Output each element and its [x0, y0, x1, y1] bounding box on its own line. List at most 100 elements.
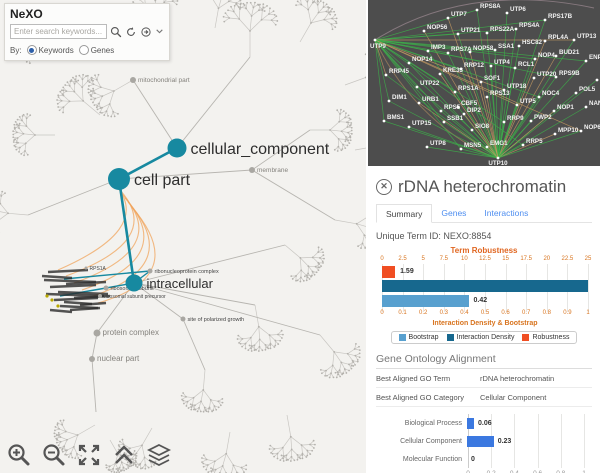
gene-node[interactable]	[407, 61, 411, 65]
gene-node[interactable]	[533, 57, 537, 61]
refresh-icon[interactable]	[125, 26, 137, 38]
close-icon[interactable]: ✕	[376, 179, 392, 195]
gene-node-label: UTP21	[461, 27, 481, 34]
gene-node[interactable]	[532, 76, 536, 80]
gene-node[interactable]	[537, 95, 541, 99]
gene-node[interactable]	[553, 132, 557, 136]
graph-node[interactable]	[93, 329, 101, 337]
zoom-fit-button[interactable]	[76, 442, 102, 468]
gene-node[interactable]	[415, 85, 419, 89]
gene-node[interactable]	[521, 143, 525, 147]
gene-node-label: SSA1	[498, 43, 515, 50]
legend-swatch	[446, 334, 454, 341]
collapse-chevron-icon[interactable]	[155, 27, 164, 36]
gene-node[interactable]	[515, 103, 519, 107]
gene-node[interactable]	[543, 18, 547, 22]
gene-node[interactable]	[554, 54, 558, 58]
radio-keywords[interactable]: Keywords	[26, 45, 74, 55]
gene-node[interactable]	[453, 90, 457, 94]
gene-node[interactable]	[552, 109, 556, 113]
gene-node[interactable]	[572, 38, 576, 42]
zoom-in-button[interactable]	[6, 442, 32, 468]
graph-node[interactable]	[147, 268, 153, 274]
search-input[interactable]	[10, 24, 107, 39]
layers-button[interactable]	[146, 442, 172, 468]
tab-interactions[interactable]: Interactions	[484, 208, 529, 218]
tab-summary[interactable]: Summary	[376, 204, 433, 223]
gene-node[interactable]	[446, 51, 450, 55]
gene-node[interactable]	[574, 91, 578, 95]
gene-node[interactable]	[584, 105, 588, 109]
gene-node-label: ENP1	[589, 54, 600, 61]
gene-node[interactable]	[442, 120, 446, 124]
gene-node[interactable]	[459, 147, 463, 151]
gene-node[interactable]	[470, 128, 474, 132]
graph-node-intracellular[interactable]	[125, 274, 143, 292]
gene-node[interactable]	[502, 88, 506, 92]
gene-node[interactable]	[514, 27, 518, 31]
graph-node[interactable]	[89, 356, 95, 362]
graph-node[interactable]	[249, 167, 255, 173]
gene-node[interactable]	[462, 112, 466, 116]
gene-node[interactable]	[479, 80, 483, 84]
top-axis-tick: 20	[543, 256, 551, 262]
gene-node[interactable]	[595, 78, 599, 82]
gene-node[interactable]	[407, 125, 411, 129]
collapse-all-button[interactable]	[111, 442, 137, 468]
gene-node[interactable]	[485, 95, 489, 99]
top-axis-tick: 7.5	[439, 256, 448, 262]
gene-node[interactable]	[513, 66, 517, 70]
gene-network-canvas[interactable]: UTP9 UTP7 RPS8A UTP6 RPS17B NOP56 UTP21 RPS22A R…	[368, 0, 600, 167]
legend-swatch	[522, 334, 530, 341]
gene-node[interactable]	[475, 8, 479, 12]
gene-node[interactable]	[485, 145, 489, 149]
bottom-axis-tick: 0.1	[398, 310, 407, 316]
gene-node[interactable]	[468, 50, 472, 54]
gene-node-label: SSB1	[447, 115, 464, 122]
graph-node-cell-part[interactable]	[108, 168, 130, 190]
gene-node[interactable]	[456, 32, 460, 36]
gene-node[interactable]	[505, 11, 509, 15]
tab-genes[interactable]: Genes	[441, 208, 467, 218]
search-icon[interactable]	[110, 26, 122, 38]
gene-node[interactable]	[439, 109, 443, 113]
gene-node[interactable]	[373, 38, 377, 42]
gene-node[interactable]	[502, 120, 506, 124]
graph-node[interactable]	[84, 266, 88, 270]
gene-node[interactable]	[446, 16, 450, 20]
graph-node[interactable]	[130, 77, 136, 83]
graph-node[interactable]	[180, 316, 186, 322]
gene-node[interactable]	[529, 119, 533, 123]
graph-node-label: ribonucleoprotein complex	[155, 269, 219, 275]
gene-node[interactable]	[422, 29, 426, 33]
gene-node[interactable]	[459, 67, 463, 71]
gene-node[interactable]	[485, 31, 489, 35]
gene-node[interactable]	[489, 64, 493, 68]
gene-node[interactable]	[417, 101, 421, 105]
go-alignment-heading: Gene Ontology Alignment	[376, 353, 496, 365]
go-icon[interactable]	[140, 26, 152, 38]
graph-node[interactable]	[98, 294, 102, 298]
gene-node[interactable]	[517, 44, 521, 48]
gene-node[interactable]	[456, 105, 460, 109]
gene-node[interactable]	[584, 59, 588, 63]
gene-node[interactable]	[438, 72, 442, 76]
gene-node[interactable]	[382, 119, 386, 123]
gene-node[interactable]	[579, 129, 583, 133]
radio-genes[interactable]: Genes	[78, 45, 114, 55]
graph-node[interactable]	[103, 285, 109, 291]
gene-node[interactable]	[493, 48, 497, 52]
gene-node[interactable]	[554, 75, 558, 79]
gene-node[interactable]	[543, 39, 547, 43]
gene-node[interactable]	[387, 99, 391, 103]
go-axis-tick: 0.4	[506, 470, 522, 473]
bottom-axis-tick: 0.7	[522, 310, 531, 316]
graph-node-cellular-component[interactable]	[167, 138, 187, 158]
gene-node[interactable]	[426, 49, 430, 53]
gene-node[interactable]	[425, 145, 429, 149]
graph-node-label: mitochondrial part	[138, 77, 190, 84]
gene-node[interactable]	[496, 156, 500, 160]
zoom-out-button[interactable]	[41, 442, 67, 468]
gene-node[interactable]	[384, 73, 388, 77]
